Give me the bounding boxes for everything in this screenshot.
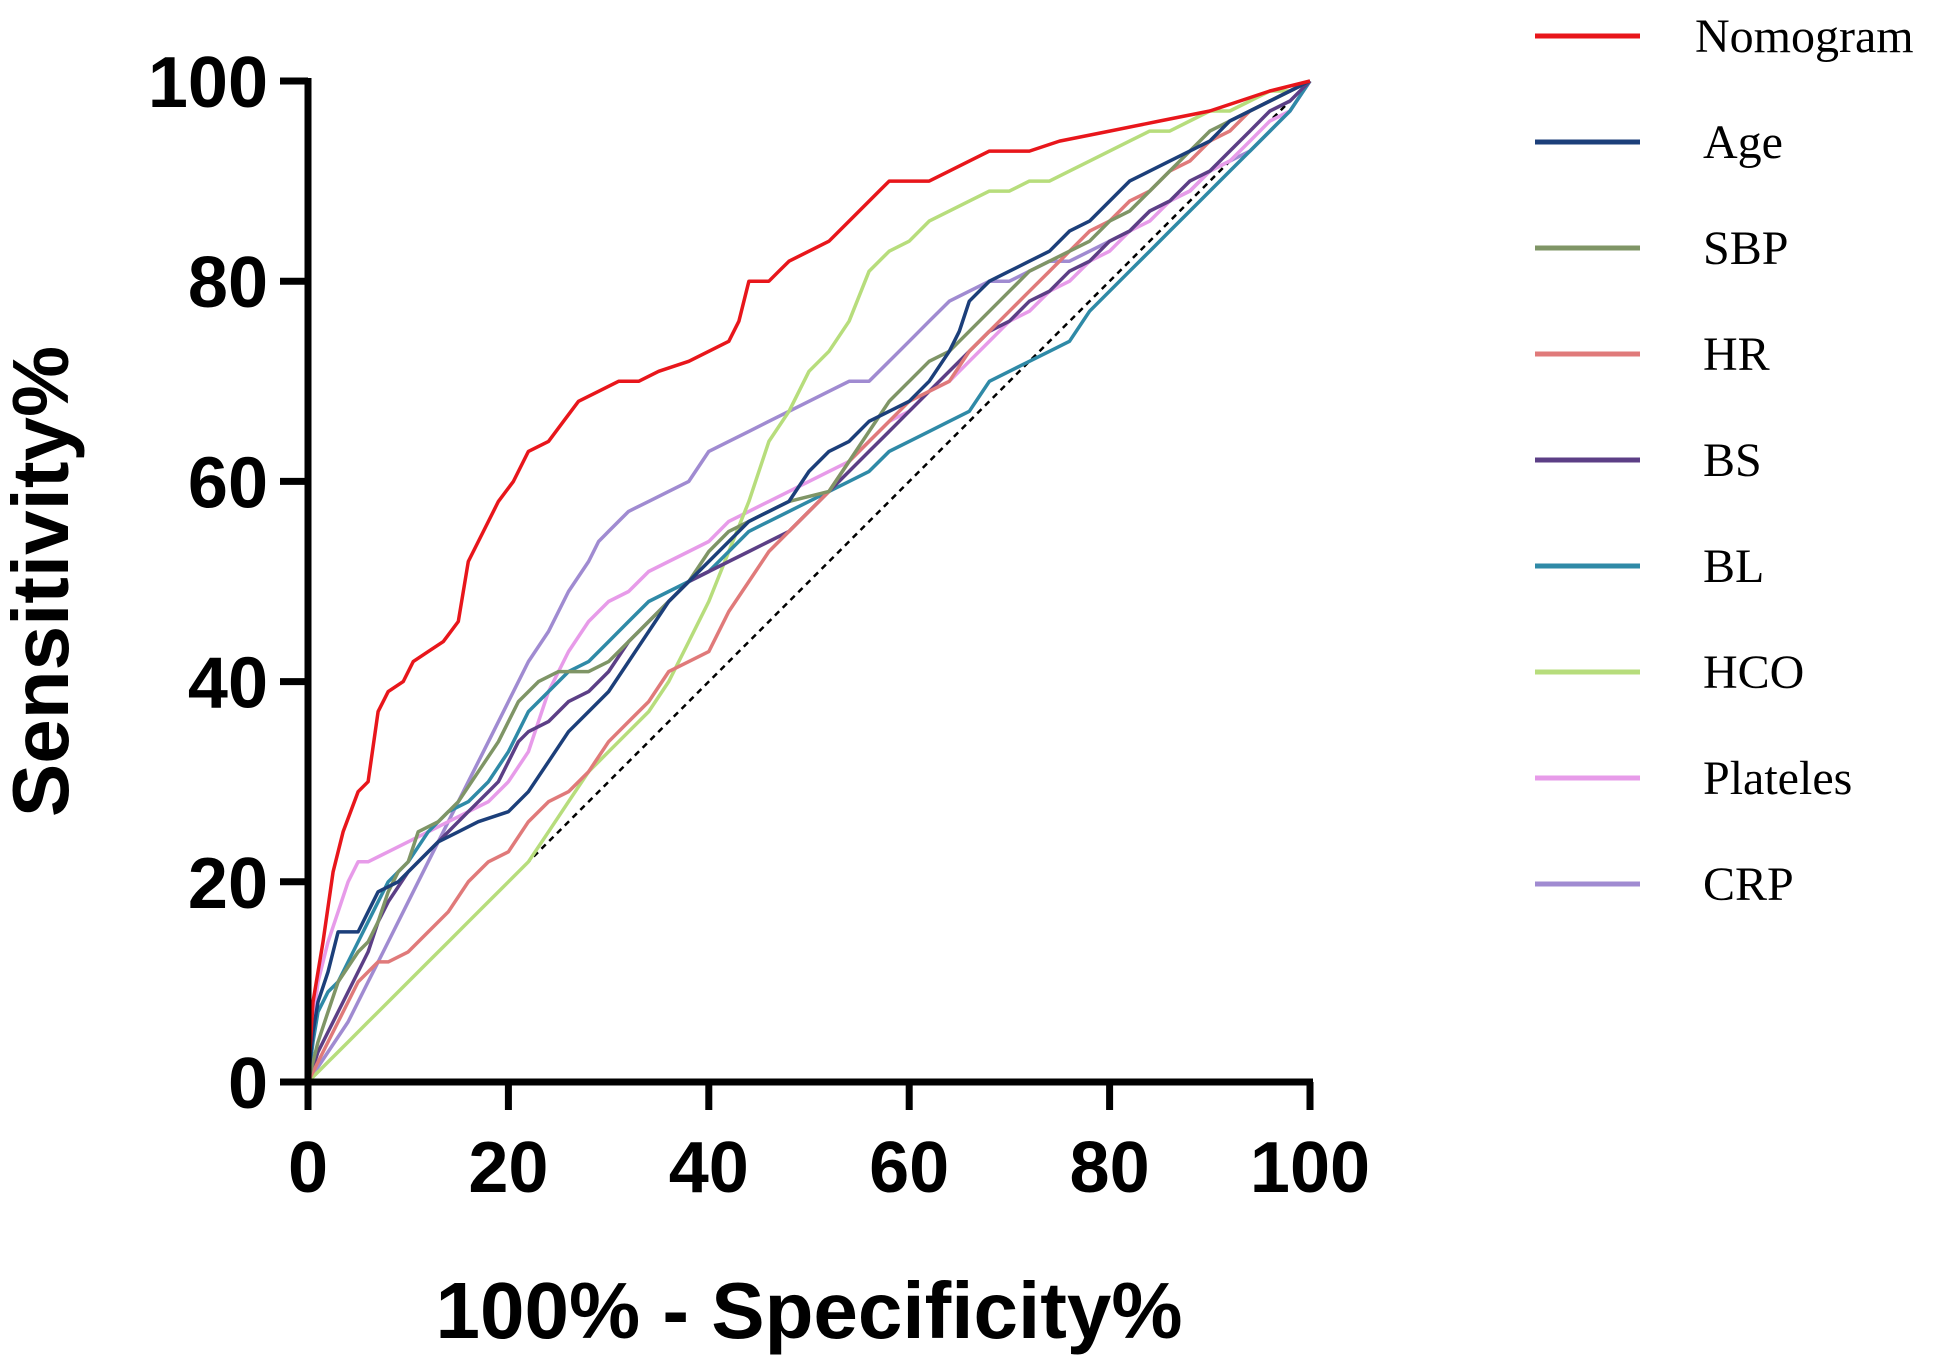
series-line-nomogram (306, 79, 1311, 1083)
x-tick-label: 0 (288, 1128, 328, 1208)
legend-label: Nomogram (1695, 10, 1914, 63)
x-tick-label: 100 (1250, 1128, 1370, 1208)
legend-label: Plateles (1703, 752, 1852, 805)
legend-label: HCO (1703, 646, 1804, 699)
x-axis-title: 100% - Specificity% (436, 1266, 1183, 1355)
series-line-bl (306, 80, 1312, 1083)
y-tick-label: 40 (188, 644, 268, 724)
series-lines (306, 79, 1312, 1084)
legend-label: HR (1703, 328, 1770, 381)
y-tick-label: 0 (228, 1044, 268, 1124)
series-line-hr (306, 79, 1311, 1083)
legend-label: Age (1703, 116, 1783, 169)
series-line-age (306, 79, 1311, 1083)
legend-label: BS (1703, 434, 1762, 487)
series-line-hco (306, 79, 1311, 1084)
y-tick-label: 100 (148, 43, 268, 123)
x-tick-label: 60 (869, 1128, 949, 1208)
x-tick-label: 40 (669, 1128, 749, 1208)
legend-label: SBP (1703, 222, 1788, 275)
y-axis-title: Sensitivity% (0, 346, 85, 817)
legend: Nomogram Age SBP HR BS BL HCO Plateles CRP (1535, 10, 1914, 911)
x-tick-label: 80 (1070, 1128, 1150, 1208)
y-tick-label: 20 (188, 844, 268, 924)
x-axis-ticks: 0 20 40 60 80 100 (288, 1082, 1370, 1208)
y-axis-ticks: 0 20 40 60 80 100 (148, 43, 308, 1124)
legend-label: BL (1703, 540, 1764, 593)
y-tick-label: 80 (188, 243, 268, 323)
y-tick-label: 60 (188, 443, 268, 523)
x-tick-label: 20 (468, 1128, 548, 1208)
legend-label: CRP (1703, 858, 1794, 911)
